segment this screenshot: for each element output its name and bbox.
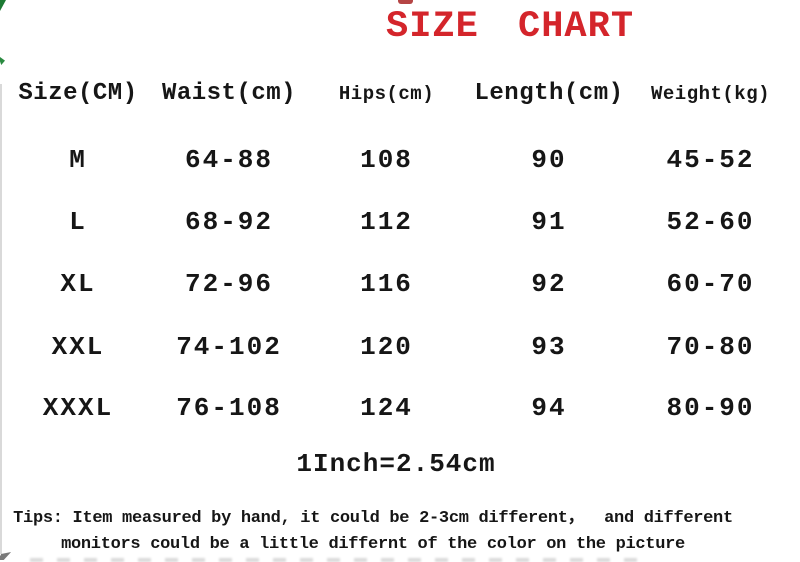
table-cell: 93 — [531, 332, 567, 362]
column-header-size: Size(CM) — [18, 80, 138, 107]
column-header-waist: Waist(cm) — [161, 80, 297, 107]
leaf-artifact-top-left — [0, 0, 6, 11]
table-cell: 90 — [531, 145, 567, 175]
table-cell: 76-108 — [176, 393, 282, 423]
table-cell: 124 — [360, 393, 413, 423]
size-label: L — [69, 207, 87, 237]
size-label: XL — [60, 269, 96, 299]
leaf-artifact-left — [0, 57, 5, 65]
size-label: M — [69, 145, 87, 175]
table-cell: 116 — [360, 269, 413, 299]
table-cell: 60-70 — [666, 269, 755, 299]
table-cell: 52-60 — [666, 207, 755, 237]
table-header-row: Size(CM) Waist(cm) Hips(cm) Length(cm) W… — [2, 74, 792, 114]
table-cell: 74-102 — [176, 332, 282, 362]
table-cell: 64-88 — [184, 145, 273, 175]
tips-line-1: Tips: Item measured by hand, it could be… — [13, 509, 733, 528]
table-cell: 120 — [360, 332, 413, 362]
table-row-xxxl: XXXL 76-108 124 94 80-90 — [2, 388, 792, 428]
column-header-hips: Hips(cm) — [338, 83, 435, 105]
left-edge-line — [0, 84, 2, 554]
table-row-xl: XL 72-96 116 92 60-70 — [2, 264, 792, 304]
tips-line-2: monitors could be a little differnt of t… — [61, 535, 685, 554]
table-cell: 70-80 — [666, 332, 755, 362]
column-header-length: Length(cm) — [474, 80, 624, 107]
table-cell: 94 — [531, 393, 567, 423]
table-cell: 72-96 — [184, 269, 273, 299]
table-cell: 91 — [531, 207, 567, 237]
cropped-text-artifact-bottom — [30, 558, 645, 562]
table-row-xxl: XXL 74-102 120 93 70-80 — [2, 327, 792, 367]
column-header-weight: Weight(kg) — [650, 83, 771, 105]
size-label: XXXL — [42, 393, 114, 423]
page-title: SIZE CHART — [386, 6, 635, 48]
table-cell: 80-90 — [666, 393, 755, 423]
table-row-m: M 64-88 108 90 45-52 — [2, 140, 792, 180]
table-cell: 92 — [531, 269, 567, 299]
cropped-red-artifact-top — [398, 0, 413, 4]
inch-conversion-note: 1Inch=2.54cm — [296, 449, 496, 479]
size-label: XXL — [51, 332, 105, 362]
table-cell: 108 — [360, 145, 413, 175]
table-cell: 45-52 — [666, 145, 755, 175]
table-cell: 112 — [360, 207, 413, 237]
tips-text: Tips: Item measured by hand, it could be… — [0, 506, 746, 558]
table-row-l: L 68-92 112 91 52-60 — [2, 202, 792, 242]
table-cell: 68-92 — [184, 207, 273, 237]
